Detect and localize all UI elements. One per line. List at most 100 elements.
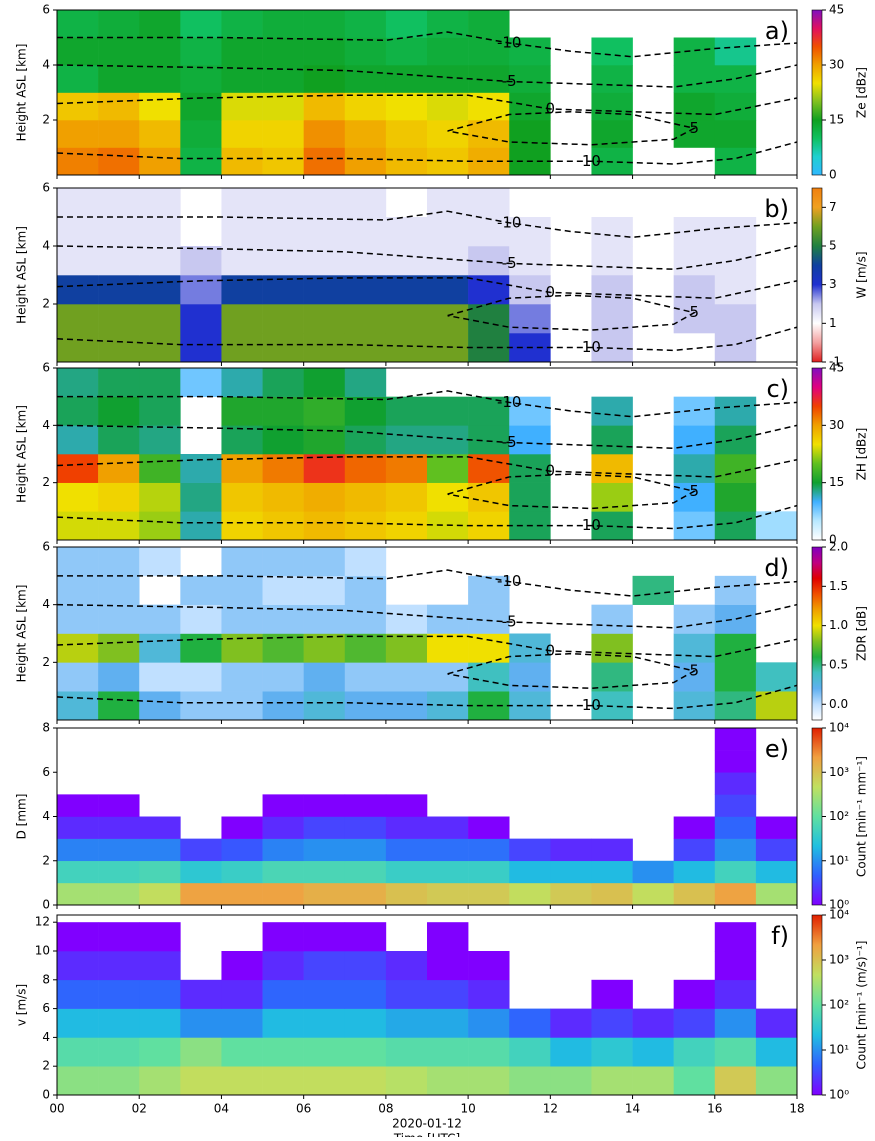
heatmap-cell [591,633,633,663]
heatmap-cell [673,482,716,512]
heatmap-cell [714,333,757,362]
heatmap-cell [139,1066,181,1095]
heatmap-cell [591,604,633,634]
x-tick-label: 14 [625,1102,640,1116]
heatmap-cell [98,794,140,817]
heatmap-cell [221,662,263,692]
plot-frame [56,367,798,541]
heatmap-cell [139,304,181,334]
heatmap-cell [427,275,469,305]
heatmap-cell [262,147,304,175]
colorbar-tick-label: 3 [829,277,837,291]
heatmap-cell [139,511,181,540]
heatmap-cell [180,304,222,334]
heatmap-cell [262,368,304,397]
y-axis-label: Height ASL [km] [15,44,29,142]
heatmap-cell [98,860,140,884]
heatmap-cell [427,37,469,66]
heatmap-cell [385,979,428,1009]
heatmap-cell [221,147,263,175]
heatmap-cell [262,304,304,334]
heatmap-cell [139,425,181,455]
heatmap-cell [98,882,140,905]
heatmap-cell [673,65,716,93]
heatmap-cell [57,860,99,884]
heatmap-cell [262,860,304,884]
heatmap-cell [221,882,263,905]
heatmap-cell [385,482,428,512]
heatmap-cell [673,604,716,634]
heatmap-cell [262,882,304,905]
heatmap-cell [714,860,757,884]
plot-area [57,922,797,1095]
y-tick-label: 4 [42,418,50,432]
isotherm-label: 10 [582,516,601,534]
heatmap-cell [180,860,222,884]
heatmap-cell [139,65,181,93]
heatmap-cell [714,882,757,905]
heatmap-cell [139,951,181,981]
heatmap-cell [221,368,263,397]
panel-label: a) [765,17,789,45]
heatmap-cell [98,454,140,483]
heatmap-cell [755,1066,797,1095]
heatmap-cell [303,188,346,218]
heatmap-cell [57,979,99,1009]
heatmap-cell [221,120,263,148]
heatmap-cell [673,92,716,121]
heatmap-cell [98,65,140,93]
heatmap-cell [468,425,510,455]
heatmap-cell [550,1066,592,1095]
heatmap-cell [550,860,592,884]
heatmap-cell [468,396,510,426]
heatmap-cell [427,838,469,862]
heatmap-cell [385,275,428,305]
heatmap-cell [714,662,757,692]
heatmap-cell [57,217,99,247]
heatmap-cell [57,633,99,663]
colorbar-label: W [m/s] [855,251,869,298]
heatmap-cell [57,1008,99,1038]
y-tick-label: 6 [42,361,50,375]
heatmap-cell [385,816,428,839]
heatmap-cell [673,275,716,305]
heatmap-cell [714,37,757,66]
heatmap-cell [591,217,633,247]
heatmap-cell [221,838,263,862]
heatmap-cell [468,120,510,148]
heatmap-cell [262,691,304,720]
heatmap-cell [98,662,140,692]
heatmap-cell [427,1066,469,1095]
heatmap-cell [591,882,633,905]
heatmap-cell [509,838,551,862]
heatmap-cell [262,547,304,577]
heatmap-cell [303,951,346,981]
heatmap-cell [303,92,346,121]
heatmap-cell [98,482,140,512]
heatmap-cell [427,816,469,839]
heatmap-cell [673,217,716,247]
heatmap-cell [221,1066,263,1095]
colorbar-tick-label: 10⁴ [829,721,849,735]
isotherm [57,456,797,478]
heatmap-cell [468,604,510,634]
heatmap-cell [262,979,304,1009]
heatmap-cell [98,368,140,397]
heatmap-cell [57,368,99,397]
heatmap-cell [139,691,181,720]
heatmap-cell [98,575,140,605]
heatmap-cell [632,860,674,884]
plot-area: -10 -5 0 5 10 [57,10,797,175]
heatmap-cell [468,575,510,605]
heatmap-cell [591,860,633,884]
heatmap-cell [262,794,304,817]
y-tick-label: 2 [42,475,50,489]
isotherm-label: 0 [546,462,556,480]
heatmap-cell [714,396,757,426]
heatmap-cell [180,511,222,540]
isotherm [57,424,797,450]
y-tick-label: 0 [42,898,50,912]
heatmap-cell [57,1066,99,1095]
heatmap-cell [180,882,222,905]
